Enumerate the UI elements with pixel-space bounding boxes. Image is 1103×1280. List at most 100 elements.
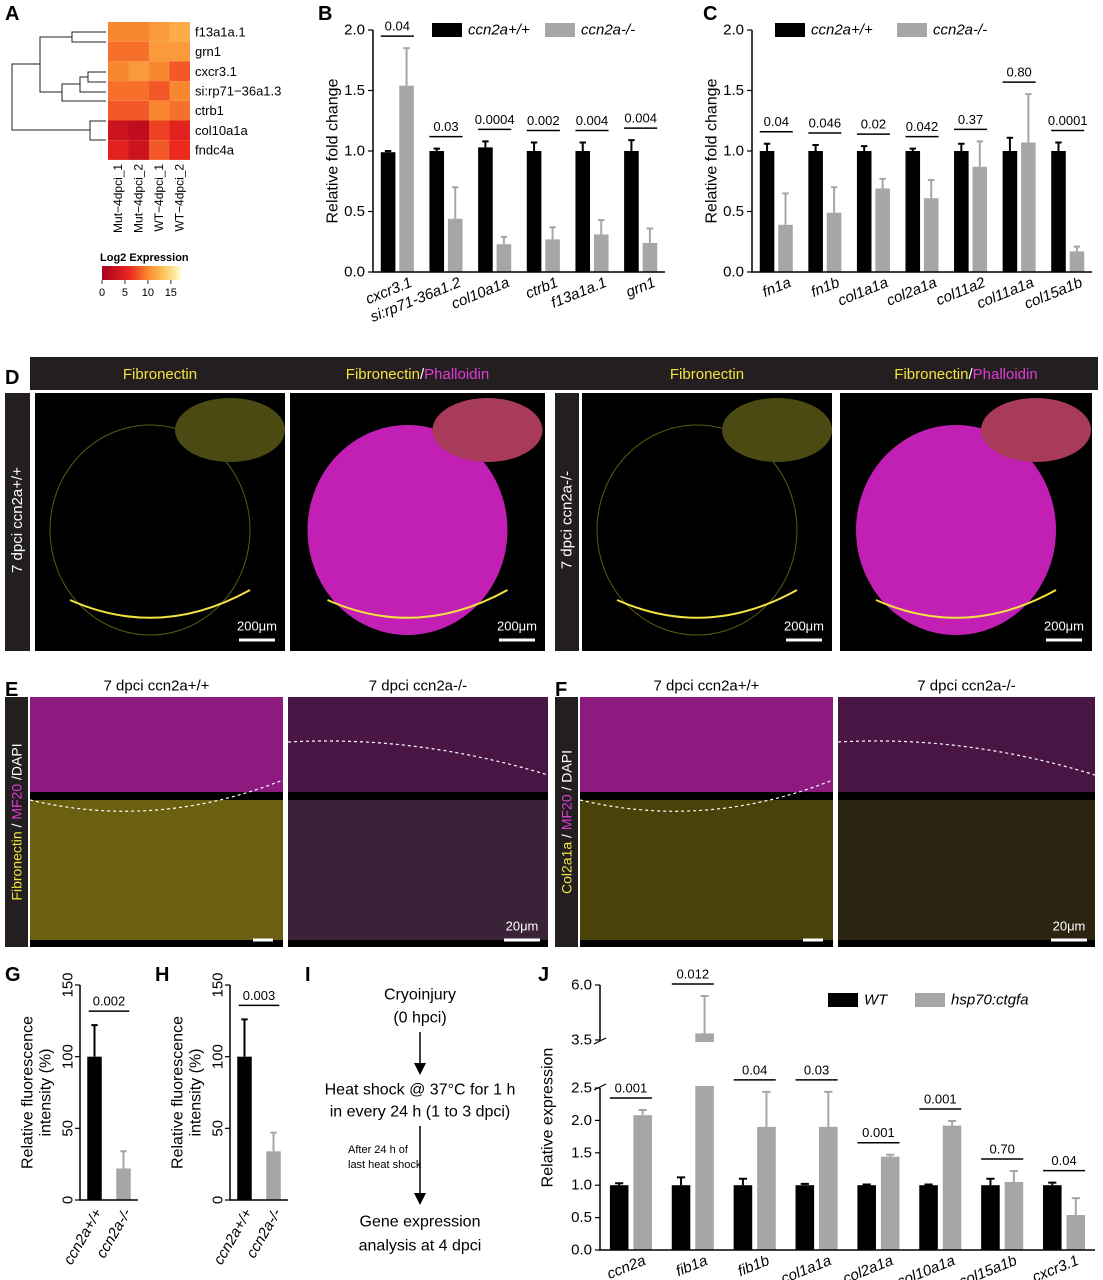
side-label-bar bbox=[5, 697, 28, 947]
bar bbox=[116, 1168, 131, 1200]
panel-label: E bbox=[5, 679, 18, 701]
colorbar-segment bbox=[113, 266, 117, 280]
bar bbox=[942, 1125, 962, 1250]
flow-step: in every 24 h (1 to 3 dpci) bbox=[330, 1104, 511, 1121]
bar bbox=[1004, 1181, 1024, 1250]
y-tick-label: 1.5 bbox=[344, 82, 365, 99]
x-tick-label: col2a1a bbox=[884, 274, 939, 309]
error-bar bbox=[986, 1177, 995, 1186]
bar bbox=[905, 151, 921, 272]
error-bar bbox=[860, 145, 868, 151]
bar bbox=[266, 1151, 281, 1200]
bar bbox=[1066, 1215, 1086, 1250]
y-tick-label: 2.0 bbox=[571, 1112, 592, 1129]
y-tick-label: 1.0 bbox=[723, 143, 744, 160]
p-value: 0.004 bbox=[624, 111, 657, 126]
heatmap-cell bbox=[169, 81, 190, 101]
heatmap-cell bbox=[169, 120, 190, 141]
colorbar-segment bbox=[109, 266, 113, 280]
side-label-bar bbox=[555, 697, 578, 947]
flow-step: (0 hpci) bbox=[393, 1010, 446, 1027]
p-value: 0.04 bbox=[764, 114, 789, 129]
error-bar bbox=[500, 235, 508, 245]
bar bbox=[757, 1126, 776, 1250]
bar bbox=[429, 151, 445, 272]
colorbar-segment bbox=[107, 266, 111, 280]
error-bar bbox=[384, 150, 392, 153]
error-bar bbox=[241, 1018, 248, 1057]
myocardium bbox=[580, 697, 833, 792]
heatmap-cell bbox=[108, 81, 129, 101]
p-value: 0.042 bbox=[906, 119, 939, 134]
bar bbox=[609, 1185, 629, 1250]
y-axis-label: Relative fluorescence bbox=[20, 1016, 37, 1169]
heatmap-cell bbox=[149, 140, 170, 160]
heatmap-cell bbox=[149, 120, 170, 141]
heatmap-row-label: si:rp71−36a1.3 bbox=[195, 83, 281, 98]
wound bbox=[288, 800, 548, 940]
error-bar bbox=[120, 1150, 127, 1169]
bar bbox=[1043, 1185, 1062, 1250]
bar bbox=[795, 1185, 815, 1250]
header-part: Fibronectin bbox=[670, 366, 744, 383]
flow-step: Heat shock @ 37°C for 1 h bbox=[325, 1082, 516, 1099]
y-tick-label: 50 bbox=[210, 1120, 227, 1137]
bulbus bbox=[432, 398, 543, 462]
y-tick-label: 0.0 bbox=[344, 264, 365, 281]
x-tick-label: cxcr3.1 bbox=[1030, 1252, 1081, 1280]
y-axis-label: Relative fold change bbox=[704, 78, 721, 223]
bar bbox=[237, 1056, 252, 1200]
p-value: 0.04 bbox=[1051, 1153, 1076, 1168]
flow-arrowhead bbox=[414, 1193, 426, 1205]
p-value: 0.04 bbox=[385, 19, 410, 34]
legend-swatch bbox=[897, 23, 927, 37]
ventricle bbox=[856, 425, 1056, 635]
bar bbox=[399, 85, 414, 272]
x-tick-label: ccn2a+/+ bbox=[210, 1206, 256, 1268]
heatmap-cell bbox=[108, 140, 129, 160]
scale-bar-label: 200μm bbox=[784, 619, 824, 634]
axis-break-mark bbox=[593, 1037, 607, 1091]
colorbar-segment bbox=[162, 266, 165, 280]
side-label-part: / DAPI bbox=[559, 750, 575, 794]
scale-bar-label: 20μm bbox=[506, 919, 539, 934]
heatmap-cell bbox=[169, 100, 190, 121]
y-tick-label: 0 bbox=[60, 1196, 77, 1204]
y-tick-label: 1.5 bbox=[571, 1144, 592, 1161]
y-axis-label: intensity (%) bbox=[38, 1048, 55, 1136]
error-bar bbox=[738, 1177, 748, 1186]
error-bar bbox=[598, 218, 605, 235]
header-part: / bbox=[968, 366, 973, 383]
panel-label: B bbox=[318, 3, 332, 25]
bar bbox=[1021, 142, 1036, 272]
scale-bar-label: 200μm bbox=[237, 619, 277, 634]
flow-arrowhead bbox=[414, 1063, 426, 1075]
colorbar-segment bbox=[174, 266, 177, 280]
axes bbox=[751, 30, 1092, 273]
flow-note: last heat shock bbox=[348, 1159, 422, 1171]
heatmap-row-label: f13a1a.1 bbox=[195, 24, 246, 39]
bar bbox=[642, 242, 658, 272]
y-tick-label: 0 bbox=[210, 1196, 227, 1204]
heatmap-column-label: WT−4dpci_1 bbox=[152, 164, 166, 232]
header-bar bbox=[30, 357, 1098, 390]
y-axis-label: Relative fold change bbox=[325, 78, 342, 223]
p-value: 0.03 bbox=[804, 1062, 829, 1077]
bar bbox=[624, 151, 639, 272]
bar bbox=[733, 1185, 753, 1250]
wound-border bbox=[579, 779, 834, 812]
wound-border bbox=[837, 740, 1096, 776]
x-tick-label: f13a1a.1 bbox=[549, 274, 610, 312]
y-tick-label: 1.0 bbox=[344, 143, 365, 160]
bar bbox=[759, 151, 775, 272]
colorbar-segment bbox=[105, 266, 109, 280]
legend-label: ccn2a-/- bbox=[581, 22, 635, 39]
error-bar bbox=[762, 1090, 771, 1127]
scale-bar-label: 200μm bbox=[497, 619, 537, 634]
error-bar bbox=[628, 139, 635, 151]
colorbar-segment bbox=[121, 266, 124, 280]
heatmap-column-label: WT−4dpci_2 bbox=[173, 164, 187, 232]
x-tick-label: col1a1a bbox=[779, 1252, 834, 1280]
colorbar-tick-label: 10 bbox=[142, 287, 154, 299]
p-value: 0.37 bbox=[958, 112, 983, 127]
